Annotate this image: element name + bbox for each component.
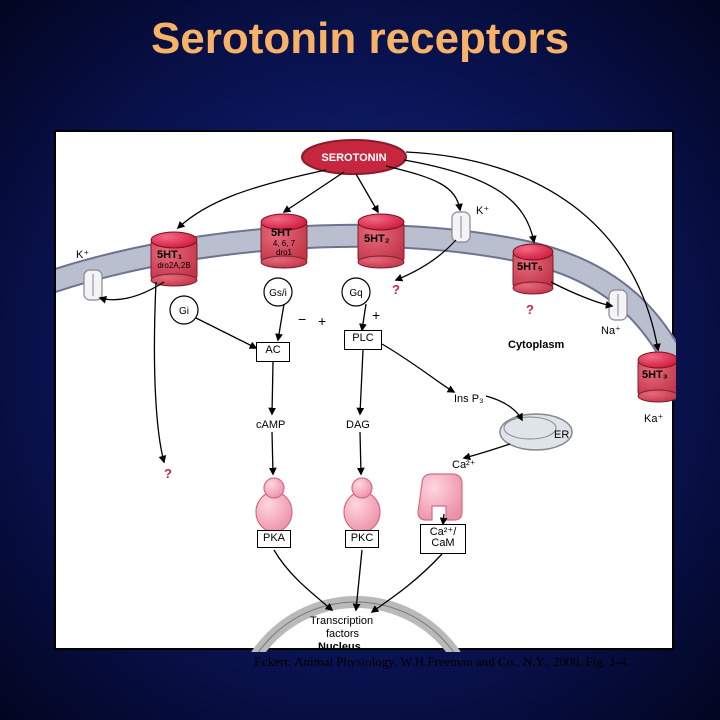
arrow-13 (360, 350, 363, 414)
diagram-svg: SEROTONIN 5HT₁dro2A,2B 5HT4, 6, 7dro1 5HT₂ 5… (56, 132, 676, 652)
svg-text:dro2A,2B: dro2A,2B (157, 261, 190, 270)
gprotein-label-gi: Gi (179, 306, 189, 317)
gprotein-label-gq: Gq (349, 288, 362, 299)
arrow-11 (362, 304, 366, 330)
label-er: ER (554, 430, 569, 442)
box-pka: PKA (257, 530, 291, 548)
box-ac: AC (256, 342, 290, 362)
pka-blob (256, 478, 292, 532)
slide-title: Serotonin receptors (0, 0, 720, 64)
label-ca2: Ca²⁺ (452, 460, 476, 472)
sign-1: + (318, 314, 326, 329)
question-mark-2: ? (164, 466, 172, 481)
label-cytoplasm: Cytoplasm (508, 340, 564, 352)
arrow-16 (360, 432, 361, 474)
receptor-ht3: 5HT₃ (638, 352, 676, 402)
receptor-ht2: 5HT₂ (358, 214, 404, 268)
gprotein-label-gsi: Gs/i (269, 288, 287, 299)
arrow-22 (443, 514, 444, 524)
svg-text:5HT₂: 5HT₂ (364, 233, 390, 245)
sign-0: − (298, 312, 306, 327)
arrow-15 (272, 432, 273, 474)
label-ka-plus: Ka⁺ (644, 414, 663, 426)
label-factors: factors (326, 629, 359, 641)
svg-text:5HT₃: 5HT₃ (642, 369, 668, 381)
label-nucleus: Nucleus (318, 642, 361, 654)
citation: Eckert: Animal Physiology, W.H.Freeman a… (254, 654, 630, 670)
svg-text:5HT₁: 5HT₁ (157, 249, 183, 261)
arrow-10 (278, 304, 284, 340)
box-plc: PLC (344, 330, 382, 350)
svg-text:dro1: dro1 (276, 248, 293, 257)
slide: Serotonin receptors SEROTONIN 5HT₁dro2A,2… (0, 0, 720, 720)
arrow-14 (382, 344, 454, 392)
serotonin-label: SEROTONIN (321, 152, 386, 164)
label-ins-p3: Ins P₃ (454, 394, 484, 406)
arrow-6 (100, 282, 164, 300)
arrow-9 (196, 318, 256, 348)
label-na-plus: Na⁺ (601, 326, 621, 338)
arrow-3 (386, 166, 460, 210)
box-pkc: PKC (345, 530, 379, 548)
pkc-blob (344, 478, 380, 532)
receptor-ht1: 5HT₁dro2A,2B (151, 232, 197, 286)
svg-text:4, 6, 7: 4, 6, 7 (273, 239, 296, 248)
label-camp: cAMP (256, 420, 285, 432)
figure-panel: SEROTONIN 5HT₁dro2A,2B 5HT4, 6, 7dro1 5HT₂ 5… (54, 130, 674, 650)
question-mark-0: ? (392, 282, 400, 297)
label-dag: DAG (346, 420, 370, 432)
svg-text:5HT: 5HT (271, 227, 292, 239)
arrow-12 (272, 362, 273, 414)
label-k-plus-2: K⁺ (476, 206, 489, 218)
receptor-ht467: 5HT4, 6, 7dro1 (261, 214, 307, 268)
receptor-ht5: 5HT₅ (513, 244, 553, 294)
sign-2: + (372, 308, 380, 323)
question-mark-1: ? (526, 302, 534, 317)
ca-channel (418, 474, 462, 520)
arrow-23 (154, 282, 164, 462)
arrow-21 (464, 444, 510, 458)
label-transcription: Transcription (310, 616, 373, 628)
label-k-plus-1: K⁺ (76, 250, 89, 262)
arrow-2 (356, 174, 378, 212)
box-cacam: Ca²⁺/ CaM (420, 524, 466, 554)
svg-text:5HT₅: 5HT₅ (517, 261, 543, 273)
